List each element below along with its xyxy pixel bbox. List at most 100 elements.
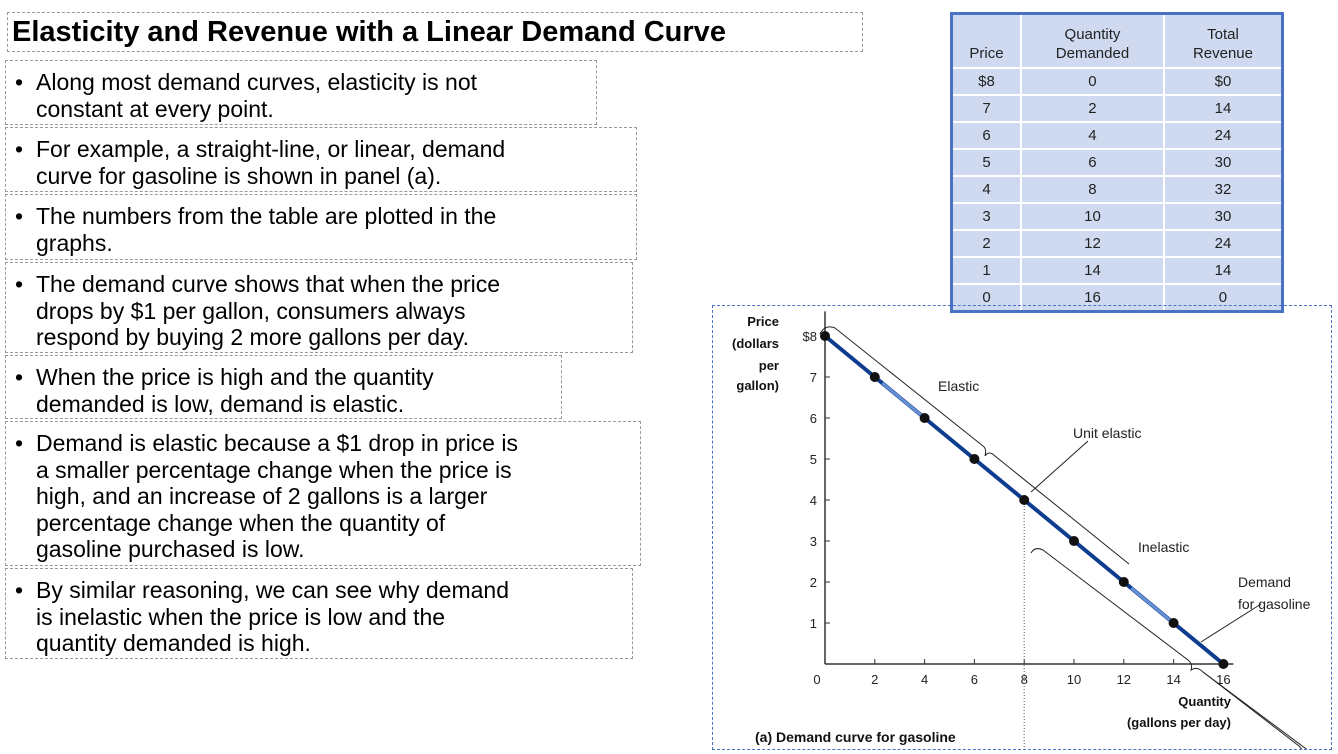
- bullet-line: quantity demanded is high.: [36, 630, 311, 656]
- y-tick-label: 5: [810, 452, 817, 467]
- table-cell: 3: [950, 202, 1023, 231]
- table-cell: 30: [1162, 202, 1284, 231]
- table-cell: 4: [950, 175, 1023, 204]
- table-cell: $0: [1162, 67, 1284, 96]
- ylabel-line: gallon): [736, 378, 779, 393]
- bullet-line: curve for gasoline is shown in panel (a)…: [36, 162, 442, 189]
- data-point: [919, 413, 930, 423]
- bullet-dot-icon: •: [15, 364, 24, 390]
- x-tick-label: 2: [871, 672, 878, 687]
- table-cell: 7: [950, 94, 1023, 123]
- y-tick-label: 2: [810, 575, 817, 590]
- elastic-brace: [819, 326, 1130, 565]
- table-row: 4 8 32: [950, 175, 1284, 204]
- y-tick-label: $8: [803, 329, 817, 344]
- data-point: [969, 454, 980, 464]
- table-cell: 24: [1162, 229, 1284, 258]
- data-point: [820, 331, 830, 341]
- table-cell: 0: [1020, 67, 1165, 96]
- table-cell: 14: [1162, 256, 1284, 285]
- table-cell: $8: [950, 67, 1023, 96]
- table-cell: 14: [1020, 256, 1165, 285]
- y-tick-label: 7: [810, 370, 817, 385]
- bullet-dot-icon: •: [15, 577, 24, 603]
- bullet-dot-icon: •: [15, 271, 24, 297]
- data-point: [1118, 577, 1129, 587]
- x-tick-label: 14: [1166, 672, 1180, 687]
- header-revenue: Total Revenue: [1162, 12, 1284, 69]
- bullet-item: • Demand is elastic because a $1 drop in …: [5, 421, 641, 566]
- x-tick-label: 10: [1067, 672, 1081, 687]
- xlabel-line: (gallons per day): [1127, 715, 1231, 730]
- data-point: [869, 372, 880, 382]
- bullet-line: graphs.: [36, 229, 113, 256]
- table-cell: 16: [1020, 283, 1165, 313]
- inelastic-brace: [1030, 548, 1314, 754]
- table-cell: 30: [1162, 148, 1284, 177]
- table-row: $8 0 $0: [950, 67, 1284, 96]
- table-cell: 0: [950, 283, 1023, 313]
- table-row: 6 4 24: [950, 121, 1284, 150]
- unit-elastic-pointer: [1030, 440, 1089, 493]
- header-quantity: Quantity Demanded: [1020, 12, 1165, 69]
- ylabel-line: (dollars: [732, 336, 779, 351]
- x-tick-label: 12: [1117, 672, 1131, 687]
- header-price: Price: [950, 12, 1023, 69]
- table-cell: 12: [1020, 229, 1165, 258]
- bullet-item: • The numbers from the table are plotted …: [5, 194, 637, 260]
- header-line: Revenue: [1192, 45, 1253, 62]
- data-point: [1168, 618, 1179, 628]
- table-row: 3 10 30: [950, 202, 1284, 231]
- bullet-item: • The demand curve shows that when the pr…: [5, 262, 633, 353]
- header-line: Price: [969, 45, 1004, 62]
- bullet-line: By similar reasoning, we can see why dem…: [36, 577, 510, 603]
- bullet-line: gasoline purchased is low.: [36, 536, 305, 562]
- bullet-dot-icon: •: [15, 69, 24, 95]
- data-point: [1218, 659, 1229, 669]
- x-tick-label: 16: [1216, 672, 1230, 687]
- y-tick-label: 1: [810, 616, 817, 631]
- bullet-item: • For example, a straight-line, or linear…: [5, 127, 637, 192]
- table-cell: 0: [1162, 283, 1284, 313]
- bullet-line: The numbers from the table are plotted i…: [36, 203, 497, 229]
- bullet-dot-icon: •: [15, 430, 24, 456]
- elastic-arrow-icon: [881, 381, 926, 420]
- bullet-line: For example, a straight-line, or linear,…: [36, 136, 506, 162]
- table-row: 2 12 24: [950, 229, 1284, 258]
- table-cell: 6: [1020, 148, 1165, 177]
- bullet-line: demanded is low, demand is elastic.: [36, 390, 405, 417]
- annotation-unit-elastic: Unit elastic: [1073, 425, 1141, 441]
- x-tick-label: 4: [921, 672, 928, 687]
- x-tick-label: 6: [971, 672, 978, 687]
- table-row: 7 2 14: [950, 94, 1284, 123]
- bullet-line: high, and an increase of 2 gallons is a …: [36, 483, 488, 509]
- bullet-line: When the price is high and the quantity: [36, 364, 434, 390]
- bullet-line: drops by $1 per gallon, consumers always: [36, 297, 466, 324]
- ylabel-line: Price: [747, 314, 779, 329]
- table-cell: 14: [1162, 94, 1284, 123]
- inelastic-brace-end: [1202, 671, 1304, 754]
- table-cell: 10: [1020, 202, 1165, 231]
- header-line: Demanded: [1055, 45, 1130, 62]
- table-cell: 6: [950, 121, 1023, 150]
- table-cell: 5: [950, 148, 1023, 177]
- demand-label-pointer: [1200, 603, 1262, 643]
- data-point: [1069, 536, 1079, 546]
- bullet-item: • By similar reasoning, we can see why de…: [5, 568, 633, 659]
- y-tick-label: 4: [810, 493, 817, 508]
- xlabel-line: Quantity: [1178, 694, 1231, 709]
- table-row: 1 14 14: [950, 256, 1284, 285]
- ylabel-line: per: [759, 358, 779, 373]
- bullet-item: • Along most demand curves, elasticity is…: [5, 60, 597, 125]
- data-point: [1019, 495, 1030, 505]
- header-line: Total: [1207, 26, 1239, 43]
- table-cell: 8: [1020, 175, 1165, 204]
- table-cell: 2: [950, 229, 1023, 258]
- header-line: Quantity: [1064, 26, 1121, 43]
- table-cell: 2: [1020, 94, 1165, 123]
- slide-title: Elasticity and Revenue with a Linear Dem…: [7, 12, 863, 52]
- table-cell: 24: [1162, 121, 1284, 150]
- bullet-item: • When the price is high and the quantity…: [5, 355, 562, 419]
- bullet-line: respond by buying 2 more gallons per day…: [36, 324, 470, 350]
